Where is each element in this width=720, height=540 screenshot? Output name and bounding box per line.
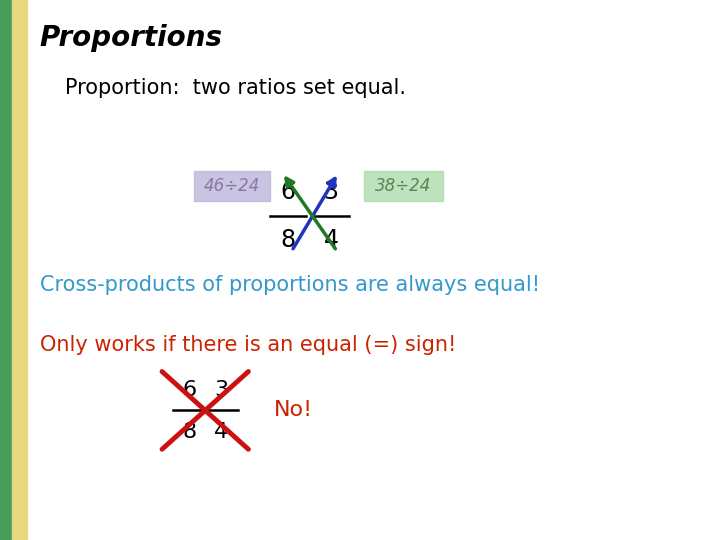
Text: 3: 3 xyxy=(214,380,228,400)
Text: 4: 4 xyxy=(324,228,338,252)
FancyBboxPatch shape xyxy=(364,171,443,201)
Text: Only works if there is an equal (=) sign!: Only works if there is an equal (=) sign… xyxy=(40,335,456,355)
Text: 3: 3 xyxy=(324,180,338,204)
Text: 8: 8 xyxy=(280,228,296,252)
Text: 8: 8 xyxy=(182,422,197,442)
Text: No!: No! xyxy=(274,400,312,421)
Text: Proportions: Proportions xyxy=(40,24,222,52)
Text: 4: 4 xyxy=(214,422,228,442)
Text: 46÷24: 46÷24 xyxy=(204,177,260,195)
Text: 38÷24: 38÷24 xyxy=(375,177,431,195)
FancyBboxPatch shape xyxy=(194,171,270,201)
Text: 6: 6 xyxy=(182,380,197,400)
Text: Proportion:  two ratios set equal.: Proportion: two ratios set equal. xyxy=(65,78,406,98)
Text: 6: 6 xyxy=(281,180,295,204)
Text: Cross-products of proportions are always equal!: Cross-products of proportions are always… xyxy=(40,275,540,295)
